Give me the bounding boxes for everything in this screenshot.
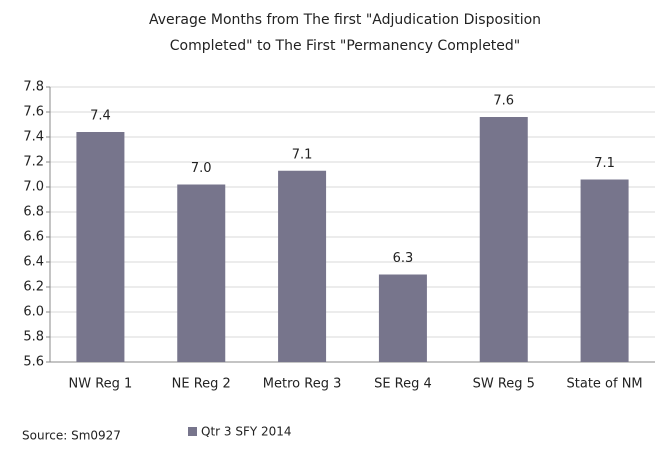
data-label: 7.0 (191, 161, 212, 176)
x-tick-label: State of NM (567, 377, 643, 392)
x-tick-label: SE Reg 4 (374, 377, 432, 392)
bar (378, 274, 427, 362)
bar (278, 170, 327, 362)
data-label: 7.1 (292, 147, 313, 162)
y-tick-label: 6.0 (23, 305, 44, 320)
data-label: 7.4 (90, 109, 111, 124)
y-tick-label: 7.2 (23, 155, 44, 170)
bar (177, 184, 226, 362)
y-tick-label: 5.8 (23, 330, 44, 345)
data-label: 7.1 (594, 156, 615, 171)
y-tick-label: 6.4 (23, 255, 44, 270)
bar (76, 132, 125, 362)
source-note: Source: Sm0927 (22, 429, 121, 443)
x-tick-label: SW Reg 5 (473, 377, 535, 392)
bar (479, 117, 528, 362)
bar (580, 179, 629, 362)
data-label: 7.6 (493, 94, 514, 109)
data-label: 6.3 (393, 251, 414, 266)
legend-label: Qtr 3 SFY 2014 (201, 425, 292, 439)
x-tick-label: NE Reg 2 (172, 377, 231, 392)
x-tick-label: NW Reg 1 (69, 377, 133, 392)
chart-title: Completed" to The First "Permanency Comp… (170, 38, 520, 54)
y-tick-label: 5.6 (23, 355, 44, 370)
y-tick-label: 7.6 (23, 105, 44, 120)
chart-title: Average Months from The first "Adjudicat… (149, 12, 541, 28)
y-tick-label: 6.6 (23, 230, 44, 245)
y-tick-label: 7.4 (23, 130, 44, 145)
x-tick-label: Metro Reg 3 (263, 377, 342, 392)
y-tick-label: 6.2 (23, 280, 44, 295)
legend-swatch (188, 427, 197, 436)
y-tick-label: 6.8 (23, 205, 44, 220)
y-tick-label: 7.8 (23, 80, 44, 95)
y-tick-label: 7.0 (23, 180, 44, 195)
